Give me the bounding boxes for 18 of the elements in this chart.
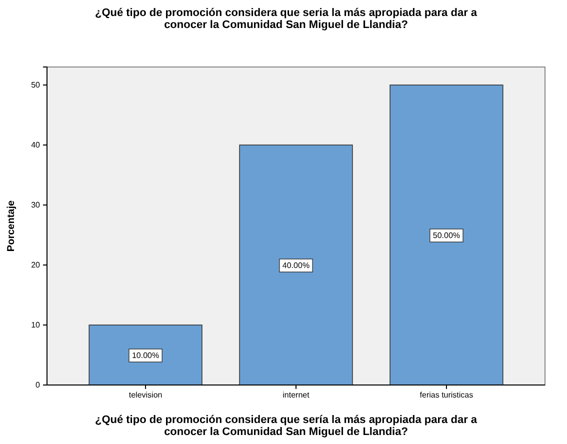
y-tick-label: 0 — [36, 380, 41, 390]
x-tick-label: television — [128, 390, 162, 400]
bar — [239, 144, 353, 386]
y-tick-label: 30 — [31, 200, 41, 210]
data-label: 50.00% — [432, 231, 460, 240]
y-tick-label: 10 — [31, 320, 41, 330]
chart-title: ¿Qué tipo de promoción considera que seria la más apropiada para dar a conocer la Comunidad San Miguel de Llandia? — [94, 7, 478, 31]
x-tick-label: ferias turisticas — [420, 390, 474, 400]
y-axis-title: Porcentaje — [6, 200, 17, 252]
x-tick-label: internet — [282, 390, 310, 400]
bar — [88, 324, 202, 386]
y-tick-label: 40 — [31, 140, 41, 150]
bar — [390, 84, 504, 386]
data-label: 40.00% — [282, 261, 310, 270]
x-axis-title: ¿Qué tipo de promoción considera que sería la más apropiada para dar a conocer la Comunidad San Miguel de Llandia? — [94, 414, 478, 438]
y-tick-label: 20 — [31, 260, 41, 270]
y-tick-label: 50 — [31, 80, 41, 90]
data-label: 10.00% — [132, 351, 160, 360]
